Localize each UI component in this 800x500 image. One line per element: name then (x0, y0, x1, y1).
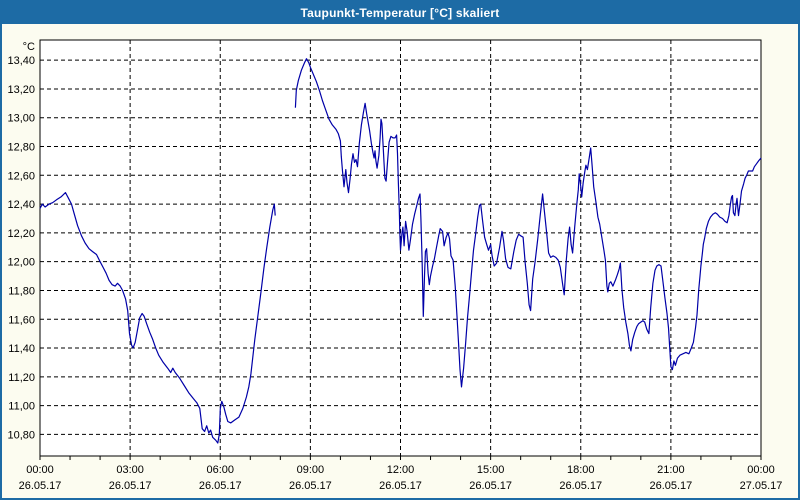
x-tick-time-label: 03:00 (116, 464, 144, 476)
x-tick-time-label: 18:00 (567, 464, 595, 476)
y-tick-label: 11,00 (8, 401, 35, 413)
y-tick-label: 11,40 (8, 343, 35, 355)
y-tick-label: 12,40 (7, 199, 35, 211)
x-tick-date-label: 26.05.17 (109, 480, 152, 492)
window-titlebar: Taupunkt-Temperatur [°C] skaliert (2, 2, 798, 24)
y-tick-label: 12,80 (7, 142, 35, 154)
x-tick-date-label: 26.05.17 (559, 480, 602, 492)
x-tick-date-label: 27.05.17 (740, 480, 783, 492)
y-tick-label: 12,00 (7, 257, 35, 269)
x-tick-time-label: 12:00 (387, 464, 415, 476)
x-tick-time-label: 00:00 (26, 464, 54, 476)
x-tick-date-label: 26.05.17 (199, 480, 242, 492)
x-tick-date-label: 26.05.17 (469, 480, 512, 492)
chart-host: 13,40 13,20 13,00 12,80 12,60 12,40 12,20 12,00… (2, 24, 798, 498)
x-tick-time-label: 06:00 (206, 464, 234, 476)
y-tick-label: 12,60 (7, 170, 35, 182)
x-tick-time-label: 00:00 (747, 464, 775, 476)
x-tick-time-label: 09:00 (297, 464, 325, 476)
x-tick-time-label: 15:00 (477, 464, 505, 476)
window-title: Taupunkt-Temperatur [°C] skaliert (300, 6, 500, 20)
x-tick-date-label: 26.05.17 (289, 480, 332, 492)
y-tick-label: 13,00 (7, 113, 35, 125)
x-tick-date-label: 26.05.17 (19, 480, 62, 492)
dewpoint-series-line (294, 58, 762, 388)
y-tick-label: 13,20 (7, 84, 35, 96)
y-tick-label: 11,80 (8, 285, 35, 297)
y-tick-label: 13,40 (7, 55, 35, 67)
y-tick-label: 12,20 (7, 228, 35, 240)
y-tick-label: 11,60 (8, 314, 35, 326)
x-tick-time-label: 21:00 (657, 464, 685, 476)
y-tick-label: 11,20 (8, 372, 35, 384)
y-axis-unit-label: °C (23, 41, 35, 53)
x-tick-date-label: 26.05.17 (649, 480, 692, 492)
x-tick-date-label: 26.05.17 (379, 480, 422, 492)
y-tick-label: 10,80 (7, 429, 35, 441)
dewpoint-series-line (39, 192, 276, 444)
dewpoint-line-chart: 13,40 13,20 13,00 12,80 12,60 12,40 12,20 12,00… (7, 39, 783, 492)
